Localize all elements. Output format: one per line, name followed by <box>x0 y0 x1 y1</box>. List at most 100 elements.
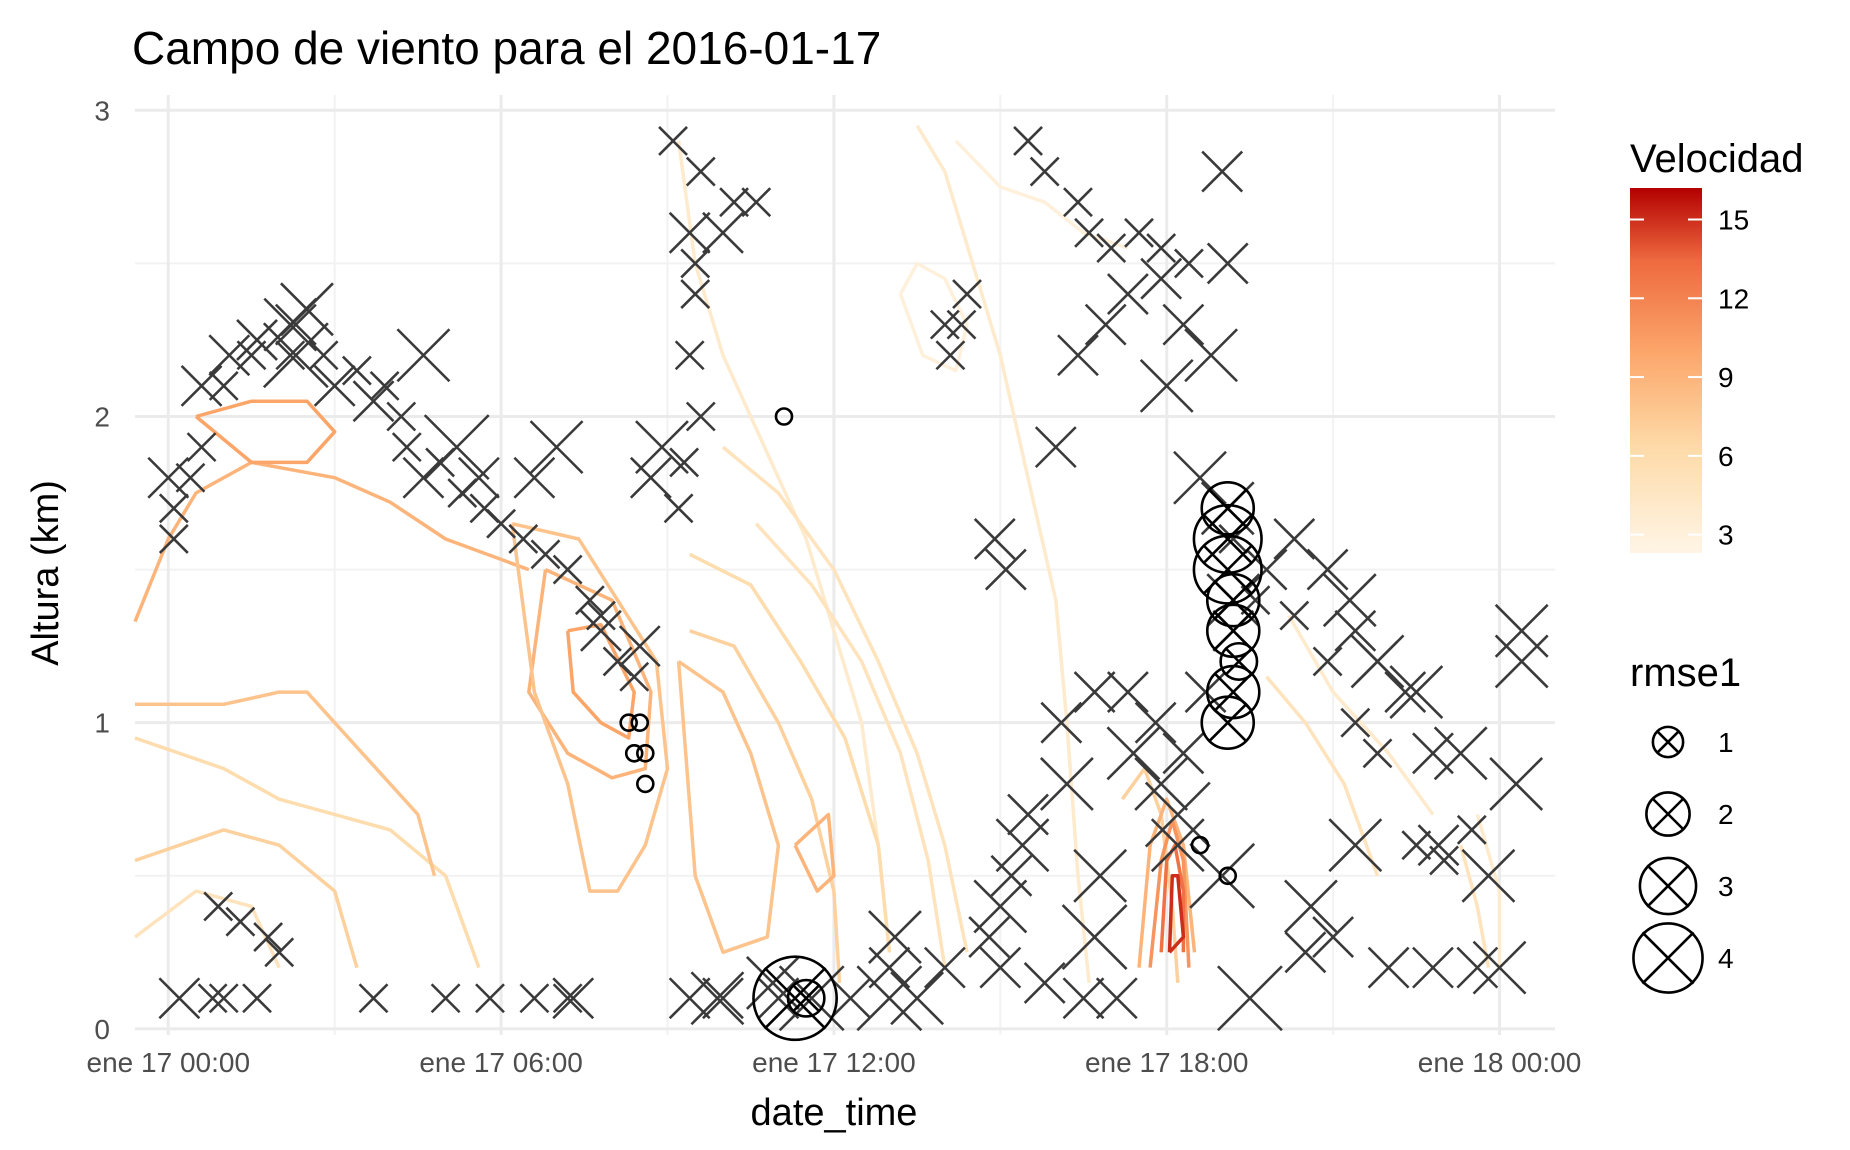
cross-stroke <box>1007 793 1049 836</box>
cross-stroke <box>253 922 284 952</box>
cross-stroke <box>469 493 500 524</box>
data-point <box>890 971 945 1026</box>
data-point <box>1040 701 1083 744</box>
data-point <box>1284 931 1327 974</box>
contour-line <box>133 460 530 623</box>
cross-stroke <box>1134 701 1177 744</box>
data-point <box>1201 150 1244 193</box>
data-point <box>635 420 689 475</box>
colorbar-tick-label: 6 <box>1718 441 1734 472</box>
contour-line <box>689 629 842 984</box>
data-point <box>929 309 960 340</box>
contour-line <box>194 399 337 465</box>
cross-stroke <box>778 965 845 1032</box>
data-point <box>1334 609 1377 652</box>
cross-stroke <box>1384 671 1427 713</box>
data-point <box>1057 334 1099 377</box>
cross-stroke <box>275 340 306 371</box>
size-legend: 1 2 3 4 <box>1632 725 1734 994</box>
cross-stroke <box>552 983 583 1014</box>
cross-stroke <box>602 646 633 677</box>
cross-stroke <box>1173 248 1204 279</box>
contour-line <box>754 522 947 968</box>
contour-line <box>676 659 781 955</box>
cross-stroke <box>763 966 827 1030</box>
data-point <box>1489 757 1544 811</box>
cross-stroke <box>856 965 923 1032</box>
cross-stroke <box>1202 513 1254 565</box>
circle-stroke <box>1192 503 1263 575</box>
circle-stroke <box>774 407 794 426</box>
cross-stroke <box>423 414 490 481</box>
data-point <box>973 879 1028 934</box>
contour-lines <box>133 124 1502 984</box>
cross-stroke <box>979 946 1022 989</box>
cross-stroke <box>741 187 772 218</box>
cross-stroke <box>1144 781 1211 848</box>
size-legend-title: rmse1 <box>1630 651 1741 695</box>
data-point <box>1362 738 1393 769</box>
size-legend-label: 1 <box>1718 727 1734 758</box>
cross-stroke <box>1322 573 1377 628</box>
data-point <box>186 432 217 463</box>
cross-stroke <box>513 456 556 499</box>
data-point <box>396 328 451 383</box>
data-point <box>203 891 234 922</box>
cross-stroke <box>635 420 689 475</box>
cross-stroke <box>1084 303 1127 346</box>
cross-stroke <box>1367 946 1410 989</box>
cross-stroke <box>1023 962 1066 1004</box>
data-point <box>774 407 794 426</box>
data-point <box>1034 426 1077 469</box>
cross-stroke <box>530 539 561 570</box>
cross-stroke <box>973 879 1028 934</box>
data-point <box>1494 603 1549 658</box>
cross-stroke <box>952 279 982 309</box>
data-point <box>995 818 1050 873</box>
circle-stroke <box>1192 534 1263 605</box>
cross-stroke <box>1273 518 1316 560</box>
colorbar <box>1630 188 1702 553</box>
data-point <box>158 493 189 524</box>
data-point <box>1205 572 1261 628</box>
cross-stroke <box>519 983 550 1014</box>
data-point <box>1494 634 1549 689</box>
data-point <box>1401 830 1432 861</box>
data-point <box>990 854 1033 897</box>
data-point <box>208 983 239 1014</box>
data-point <box>1139 358 1194 413</box>
cross-stroke <box>1073 848 1128 903</box>
data-point <box>1106 671 1149 713</box>
cross-stroke <box>158 524 189 554</box>
cross-stroke <box>225 906 256 937</box>
cross-stroke <box>702 211 744 254</box>
cross-stroke <box>1646 864 1690 908</box>
cross-stroke <box>386 401 417 432</box>
data-point <box>1350 634 1405 689</box>
size-legend-label: 4 <box>1718 943 1734 974</box>
x-tick-label: ene 17 06:00 <box>419 1047 583 1078</box>
data-point <box>979 946 1022 989</box>
data-point <box>1312 916 1355 958</box>
circle-stroke <box>1200 695 1256 750</box>
cross-stroke <box>1095 977 1138 1020</box>
circle-stroke <box>752 955 838 1042</box>
cross-stroke <box>1140 257 1183 300</box>
cross-stroke <box>1040 701 1083 744</box>
colorbar-tick-label: 3 <box>1718 520 1734 551</box>
data-point <box>313 364 356 407</box>
data-point <box>1144 781 1211 848</box>
cross-stroke <box>1061 904 1128 970</box>
cross-stroke <box>358 983 389 1014</box>
data-point <box>475 983 505 1014</box>
cross-stroke <box>1074 217 1104 248</box>
data-point <box>1284 879 1338 934</box>
cross-stroke <box>1328 818 1383 873</box>
cross-stroke <box>1073 671 1116 713</box>
data-point <box>1192 503 1263 575</box>
circle-stroke <box>1219 641 1259 681</box>
cross-stroke <box>1461 848 1516 903</box>
cross-stroke <box>1655 729 1681 755</box>
data-point <box>158 977 201 1020</box>
data-point <box>158 524 189 554</box>
